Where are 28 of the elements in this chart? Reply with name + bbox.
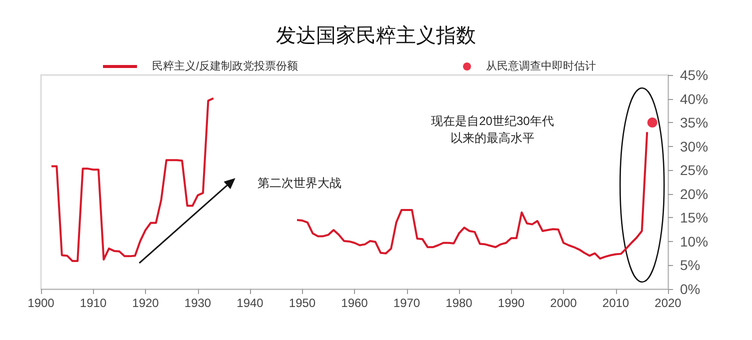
y-tick-label: 5% (680, 257, 700, 274)
y-tick-label: 20% (680, 186, 708, 202)
legend-label: 民粹主义/反建制政党投票份额 (152, 60, 298, 72)
y-tick-label: 35% (680, 114, 708, 131)
y-tick-label: 40% (680, 90, 708, 107)
y-tick-label: 0% (680, 281, 700, 297)
y-tick-label: 30% (680, 138, 708, 154)
y-tick-label: 10% (680, 233, 708, 250)
x-tick-label: 2020 (654, 296, 682, 310)
chart-title: 发达国家民粹主义指数 (276, 23, 476, 47)
x-tick-label: 1910 (80, 296, 107, 310)
x-tick-label: 2010 (602, 296, 630, 310)
x-tick-label: 1980 (446, 296, 473, 310)
x-tick-label: 1930 (184, 296, 212, 310)
y-tick-label: 15% (680, 210, 708, 226)
annotation: 第二次世界大战 (257, 176, 342, 190)
y-tick-label: 45% (680, 67, 708, 83)
x-tick-label: 1900 (28, 296, 55, 310)
x-tick-label: 2000 (550, 296, 578, 310)
x-tick-label: 1960 (341, 296, 368, 310)
x-tick-label: 1950 (288, 296, 316, 310)
annotation: 现在是自20世纪30年代以来的最高水平 (431, 114, 554, 146)
y-tick-label: 25% (680, 162, 708, 178)
x-tick-label: 1940 (236, 296, 264, 310)
x-tick-label: 1920 (132, 296, 160, 310)
x-tick-label: 1970 (393, 296, 420, 310)
legend-label: 从民意调查中即时估计 (486, 60, 596, 72)
x-tick-label: 1990 (498, 296, 525, 310)
